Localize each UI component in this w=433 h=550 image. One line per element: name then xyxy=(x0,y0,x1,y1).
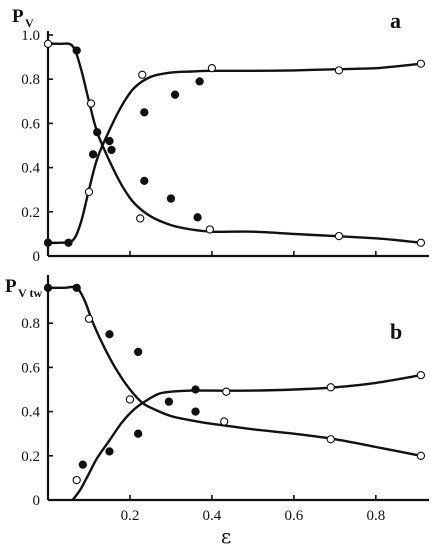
panel-a-filled-point xyxy=(105,136,114,146)
panel-a-filled-point xyxy=(43,238,53,247)
panel-a-filled-point xyxy=(88,150,98,159)
panel-b-fit-curve-decreasing xyxy=(48,285,422,457)
panel-b-filled-point xyxy=(72,283,81,292)
panel-a-filled-point xyxy=(64,238,73,247)
panel-a-filled-point xyxy=(93,128,102,137)
panel-a-open-point xyxy=(416,238,426,247)
panel-b-open-point xyxy=(84,314,94,323)
panel-b-xtick-label: 0.8 xyxy=(366,508,385,524)
panel-b-label: b xyxy=(390,319,402,344)
panel-a-filled-point xyxy=(140,108,149,117)
panel-b-xtick-label: 0.6 xyxy=(284,508,303,524)
panel-b-ytick-label: 0.2 xyxy=(21,449,40,465)
panel-a-ylabel-sub: V xyxy=(25,16,34,30)
panel-b-filled-point xyxy=(191,385,200,394)
panel-a-ytick-label: 0 xyxy=(33,249,41,265)
panel-b-open-point xyxy=(72,475,81,485)
panel-b-ylabel-sub: V tw xyxy=(18,286,42,300)
panel-a-open-point xyxy=(86,99,96,108)
panel-a: 0 0.2 0.4 0.6 0.8 1.0 xyxy=(21,28,429,265)
panel-a-fit-curve-increasing xyxy=(47,62,422,245)
panel-b-ylabel: P xyxy=(5,276,17,297)
panel-a-ytick-label: 0.8 xyxy=(21,72,40,88)
panel-a-open-point xyxy=(43,39,53,48)
x-axis-label: ε xyxy=(221,524,231,548)
panel-a-ytick-label: 0.6 xyxy=(21,116,40,132)
panel-a-filled-point xyxy=(72,46,81,55)
panel-b-open-point xyxy=(326,435,335,444)
panel-b-open-point xyxy=(326,383,335,392)
panel-b-ytick-label: 0.6 xyxy=(21,360,40,376)
panel-b-ytick-label: 0.4 xyxy=(21,405,40,421)
panel-a-filled-point xyxy=(195,77,204,86)
panel-a-ylabel: P xyxy=(12,6,24,27)
panel-a-open-point xyxy=(138,70,147,79)
panel-a-ytick-label: 0.2 xyxy=(21,205,40,221)
panel-b: 0 0.2 0.4 0.6 0.8 0.2 0.4 0.6 0.8 xyxy=(21,275,429,524)
panel-b-ytick-label: 0 xyxy=(33,493,41,509)
panel-a-ytick-label: 1.0 xyxy=(21,28,40,44)
panel-b-filled-point xyxy=(78,460,87,469)
panel-b-open-point xyxy=(222,387,231,396)
panel-b-filled-point xyxy=(105,330,114,339)
panel-b-filled-point xyxy=(134,347,143,357)
panel-b-open-point xyxy=(416,370,426,380)
panel-a-open-point xyxy=(205,225,215,234)
panel-b-open-point xyxy=(416,451,426,460)
panel-b-filled-point xyxy=(164,397,174,406)
panel-a-filled-point xyxy=(193,213,202,222)
panel-a-ytick-label: 0.4 xyxy=(21,161,40,177)
panel-b-filled-point xyxy=(105,447,114,456)
panel-a-filled-point xyxy=(140,176,149,186)
panel-b-open-point xyxy=(220,417,229,426)
panel-b-filled-point xyxy=(191,407,200,416)
panel-a-filled-point xyxy=(107,145,116,155)
panel-b-xtick-label: 0.2 xyxy=(121,508,140,524)
panel-a-open-point xyxy=(136,214,145,223)
panel-a-open-point xyxy=(207,64,217,73)
panel-b-fit-curve-increasing xyxy=(71,373,422,501)
panel-a-open-point xyxy=(334,66,344,75)
panel-b-open-point xyxy=(125,395,135,404)
panel-a-filled-point xyxy=(166,194,176,203)
panel-b-ytick-label: 0.8 xyxy=(21,316,40,332)
panel-a-open-point xyxy=(84,187,94,197)
panel-b-xtick-label: 0.4 xyxy=(203,508,222,524)
panel-a-open-point xyxy=(334,231,344,241)
panel-b-filled-point xyxy=(43,283,53,292)
panel-a-filled-point xyxy=(170,90,180,99)
panel-a-open-point xyxy=(416,59,426,68)
panel-a-label: a xyxy=(390,8,401,33)
panel-b-filled-point xyxy=(134,429,143,438)
